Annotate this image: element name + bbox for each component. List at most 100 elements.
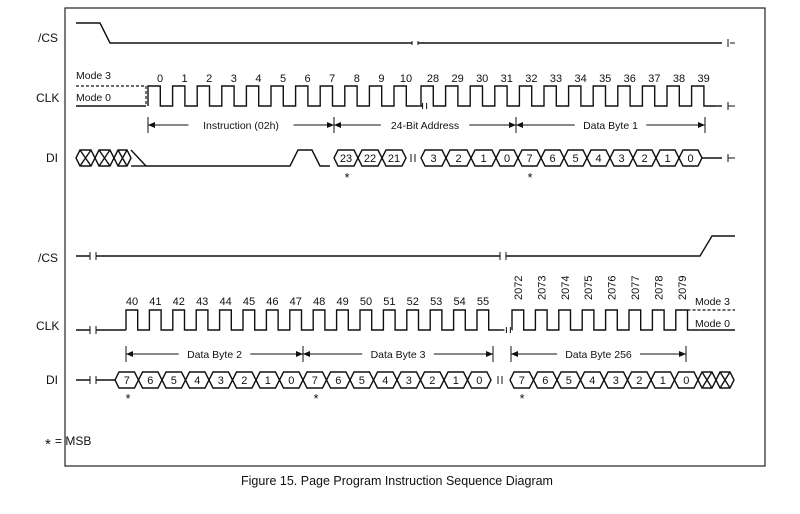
clk-break-bottom-gap xyxy=(506,327,511,333)
di-dontcare-bottom xyxy=(715,371,735,389)
span-data-byte-3-arrow-left xyxy=(303,351,310,357)
diagram-frame xyxy=(64,7,766,467)
clk-break-top-gap xyxy=(422,103,427,109)
clk-number-top: 10 xyxy=(400,73,412,85)
di-break-top-gap xyxy=(411,154,415,162)
cs-label-top: /CS xyxy=(38,31,58,45)
di-break-bottom-start xyxy=(89,376,97,384)
di-bit-box-label: 3 xyxy=(406,375,412,387)
di-bit-box-label: 1 xyxy=(265,375,271,387)
clk-end-top xyxy=(727,102,735,110)
cs-break-bottom xyxy=(89,252,507,260)
di-bit-box-label: 1 xyxy=(453,375,459,387)
clk-number-top: 9 xyxy=(378,73,384,85)
di-label-bottom: DI xyxy=(46,373,58,387)
di-bit-box-label: 0 xyxy=(687,153,693,165)
clk-number-top: 3 xyxy=(231,73,237,85)
msb-marker: * xyxy=(345,171,350,185)
di-bit-box-label: 2 xyxy=(241,375,247,387)
clk-number-bottom: 49 xyxy=(336,296,348,308)
di-break-bottom xyxy=(497,376,503,384)
clk-number-bottom: 40 xyxy=(126,296,138,308)
span-data-byte-256-label: Data Byte 256 xyxy=(565,349,632,361)
di-bit-box-label: 7 xyxy=(519,375,525,387)
clk-number-top: 1 xyxy=(182,73,188,85)
di-bit-box-label: 3 xyxy=(613,375,619,387)
clk-number-top: 39 xyxy=(697,73,709,85)
di-bit-box-label: 6 xyxy=(147,375,153,387)
mode0-label-bottom: Mode 0 xyxy=(695,318,730,330)
clk-number-bottom: 50 xyxy=(360,296,372,308)
di-bit-box-label: 7 xyxy=(526,153,532,165)
di-dontcare-top xyxy=(75,149,96,167)
clk-number-bottom: 51 xyxy=(383,296,395,308)
di-break-top xyxy=(410,154,416,162)
figure-caption: Figure 15. Page Program Instruction Sequ… xyxy=(241,474,553,488)
di-bit-box-label: 3 xyxy=(618,153,624,165)
di-bit-box-label: 5 xyxy=(566,375,572,387)
cs-end-top xyxy=(727,39,735,47)
di-break-bottom-gap xyxy=(498,376,502,384)
msb-marker: * xyxy=(520,392,525,406)
span-instruction-label: Instruction (02h) xyxy=(203,120,279,132)
clk-number-top: 8 xyxy=(354,73,360,85)
clk-number-bottom: 47 xyxy=(290,296,302,308)
clk-number-bottom: 54 xyxy=(453,296,465,308)
clk-number-top: 33 xyxy=(550,73,562,85)
clk-number-top: 5 xyxy=(280,73,286,85)
span-instruction-arrow-right xyxy=(327,122,334,128)
di-bit-box-label: 6 xyxy=(542,375,548,387)
di-dontcare-top xyxy=(113,149,132,167)
di-bit-box-label: 2 xyxy=(641,153,647,165)
clk-number-top: 37 xyxy=(648,73,660,85)
di-bit-box-label: 21 xyxy=(388,153,400,165)
clk-number-top: 0 xyxy=(157,73,163,85)
clk-number-top: 32 xyxy=(525,73,537,85)
di-bit-box-label: 6 xyxy=(549,153,555,165)
clk-pulses-bottom-a xyxy=(125,309,501,331)
clk-number-bottom: 55 xyxy=(477,296,489,308)
clk-number-top: 4 xyxy=(255,73,261,85)
di-bit-box-label: 4 xyxy=(589,375,595,387)
clk-pulses-top-b xyxy=(420,85,717,107)
di-dontcare-top xyxy=(94,149,115,167)
di-bit-box-label: 4 xyxy=(595,153,601,165)
di-bit-box xyxy=(466,371,492,389)
clk-number-bottom: 53 xyxy=(430,296,442,308)
di-bit-box-label: 1 xyxy=(664,153,670,165)
clk-number-bottom: 43 xyxy=(196,296,208,308)
msb-legend-asterisk: * xyxy=(45,436,51,453)
di-bit-box-label: 7 xyxy=(312,375,318,387)
clk-number-top: 36 xyxy=(624,73,636,85)
clk-label-top: CLK xyxy=(36,91,59,105)
clk-number-bottom-rotated: 2074 xyxy=(560,276,572,300)
cs-label-bottom: /CS xyxy=(38,251,58,265)
di-bit-box-label: 0 xyxy=(683,375,689,387)
di-label-top: DI xyxy=(46,151,58,165)
di-bit-box-label: 5 xyxy=(171,375,177,387)
clk-number-bottom-rotated: 2072 xyxy=(513,276,525,300)
clk-number-bottom-rotated: 2079 xyxy=(677,276,689,300)
di-bit-box-label: 3 xyxy=(218,375,224,387)
clk-number-top: 6 xyxy=(305,73,311,85)
clk-number-top: 34 xyxy=(574,73,586,85)
di-bit-box-label: 0 xyxy=(476,375,482,387)
msb-marker: * xyxy=(314,392,319,406)
span-data-byte-1-arrow-left xyxy=(516,122,523,128)
di-bit-box-label: 0 xyxy=(288,375,294,387)
span-data-byte-3-label: Data Byte 3 xyxy=(371,349,426,361)
clk-number-top: 2 xyxy=(206,73,212,85)
di-bit-box-label: 1 xyxy=(480,153,486,165)
clk-break-bottom xyxy=(505,327,511,333)
mode3-label-top: Mode 3 xyxy=(76,70,111,82)
di-bit-box-label: 2 xyxy=(429,375,435,387)
span-data-byte-2-arrow-right xyxy=(296,351,303,357)
clk-number-top: 28 xyxy=(427,73,439,85)
di-bit-box-label: 2 xyxy=(455,153,461,165)
waveforms: 0 1 2 3 4 5 6 7 8 9 10 28 29 30 31 32 33 34 35 36 37 38 39Inst… xyxy=(75,22,735,406)
di-bit-box-label: 4 xyxy=(382,375,388,387)
di-bit-box-label: 5 xyxy=(359,375,365,387)
di-bit-box-label: 3 xyxy=(430,153,436,165)
di-instruction-wave xyxy=(130,149,330,167)
